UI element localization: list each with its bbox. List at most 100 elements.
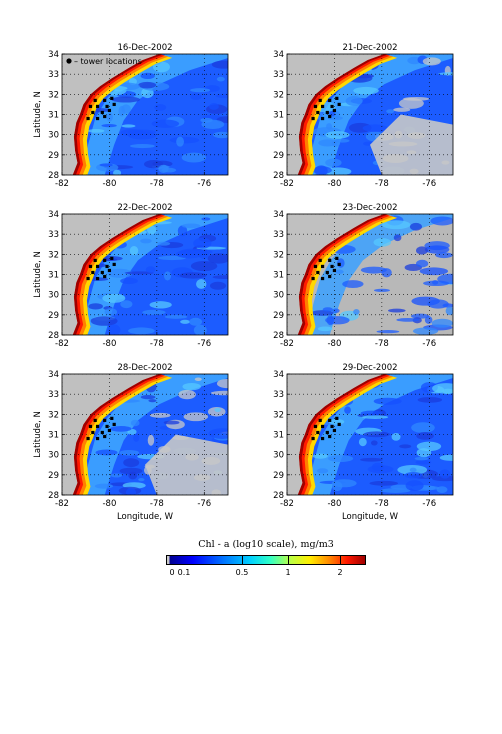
tower-marker — [100, 110, 104, 115]
tower-marker — [316, 430, 320, 435]
tower-marker — [318, 98, 322, 102]
chlorophyll-patch — [148, 399, 157, 403]
x-tick-label: -80 — [327, 179, 341, 189]
tower-marker — [320, 104, 325, 109]
chlorophyll-patch — [369, 480, 399, 486]
y-tick-label: 34 — [273, 50, 284, 60]
chlorophyll-patch — [209, 281, 227, 290]
tower-marker — [337, 102, 341, 107]
tower-marker — [328, 434, 332, 439]
tower-marker — [316, 270, 320, 275]
chlorophyll-patch — [412, 327, 439, 335]
tower-marker — [337, 262, 341, 267]
tower-marker — [313, 264, 318, 269]
chlorophyll-patch — [138, 478, 145, 482]
chlorophyll-patch — [432, 280, 439, 285]
map-image — [62, 54, 228, 175]
chlorophyll-patch — [125, 487, 137, 495]
map-panel-5: -82 -80 -78 -76 28 29 30 31 32 33 34 28-Dec-2002 Lat… — [33, 363, 229, 522]
tower-marker — [110, 96, 114, 100]
tower-marker — [91, 270, 95, 275]
y-tick-label: 28 — [273, 491, 284, 501]
y-tick-label: 33 — [273, 70, 284, 80]
chlorophyll-patch — [210, 390, 228, 396]
chlorophyll-patch — [138, 81, 157, 89]
chlorophyll-patch — [393, 107, 411, 112]
chlorophyll-patch — [439, 454, 453, 461]
chlorophyll-patch — [177, 225, 188, 237]
y-tick-label: 33 — [273, 390, 284, 400]
chlorophyll-patch — [427, 299, 449, 309]
map-image — [62, 374, 228, 495]
chlorophyll-patch — [344, 406, 351, 414]
tower-marker — [330, 264, 334, 269]
chlorophyll-patch — [332, 481, 343, 492]
tower-marker — [337, 422, 341, 427]
tower-marker — [110, 256, 114, 260]
chlorophyll-patch — [95, 449, 118, 456]
chlorophyll-patch — [106, 112, 113, 122]
x-tick-label: -80 — [327, 499, 341, 509]
chlorophyll-patch — [99, 163, 113, 167]
chlorophyll-patch — [119, 449, 140, 456]
chlorophyll-patch — [415, 460, 432, 465]
chlorophyll-patch — [102, 293, 126, 303]
y-tick-label: 29 — [273, 471, 284, 481]
chlorophyll-patch — [342, 280, 364, 288]
chlorophyll-patch — [152, 61, 170, 73]
chlorophyll-patch — [435, 252, 453, 259]
y-axis-label: Latitude, N — [33, 91, 43, 138]
chlorophyll-patch — [362, 124, 388, 132]
tower-marker — [105, 104, 109, 109]
y-tick-label: 31 — [273, 271, 284, 281]
map-panel-6: -82 -80 -78 -76 28 29 30 31 32 33 34 29-Dec-2002 Lon… — [273, 363, 454, 522]
colorbar-tick — [288, 555, 289, 565]
land — [287, 374, 406, 495]
chlorophyll-patch — [387, 308, 406, 313]
chlorophyll-patch — [104, 308, 118, 316]
coastal-chlorophyll — [72, 374, 165, 495]
legend-label: – tower locations — [74, 57, 142, 66]
tower-marker — [100, 430, 104, 435]
chlorophyll-patch — [325, 158, 342, 167]
chlorophyll-patch — [327, 455, 354, 463]
y-tick-label: 28 — [273, 171, 284, 181]
colorbar — [166, 555, 366, 565]
y-tick-label: 34 — [273, 210, 284, 220]
chlorophyll-patch — [393, 234, 402, 242]
chlorophyll-patch — [325, 131, 350, 139]
chlorophyll-patch — [145, 266, 156, 274]
x-tick-label: -80 — [327, 339, 341, 349]
shelf-band — [83, 374, 228, 495]
chlorophyll-patch — [358, 437, 367, 447]
chlorophyll-patch — [101, 123, 117, 128]
chlorophyll-patch — [419, 267, 449, 276]
chlorophyll-patch — [211, 60, 228, 69]
chlorophyll-patch — [140, 395, 156, 400]
chlorophyll-patch — [373, 397, 402, 405]
y-tick-label: 34 — [48, 210, 59, 220]
y-tick-label: 32 — [273, 410, 284, 420]
chlorophyll-patch — [129, 245, 139, 256]
tower-marker — [103, 274, 107, 279]
chlorophyll-patch — [445, 306, 453, 316]
panel-title: 22-Dec-2002 — [117, 203, 172, 213]
chlorophyll-patch — [360, 457, 383, 462]
chlorophyll-patch — [190, 88, 211, 93]
tower-marker — [332, 268, 337, 273]
chlorophyll-patch — [381, 268, 392, 278]
tower-marker — [328, 418, 332, 422]
x-tick-label: -82 — [55, 339, 69, 349]
chlorophyll-patch — [373, 237, 392, 247]
tower-marker — [332, 428, 337, 433]
y-tick-label: 32 — [48, 250, 59, 260]
chlorophyll-patch — [181, 152, 207, 163]
chlorophyll-patch — [120, 277, 138, 285]
tower-marker — [332, 108, 337, 113]
tower-marker — [313, 104, 318, 109]
chlorophyll-patch — [113, 169, 122, 175]
chlorophyll-patch — [396, 318, 420, 322]
chlorophyll-patch — [409, 467, 417, 473]
map-image — [287, 374, 453, 495]
